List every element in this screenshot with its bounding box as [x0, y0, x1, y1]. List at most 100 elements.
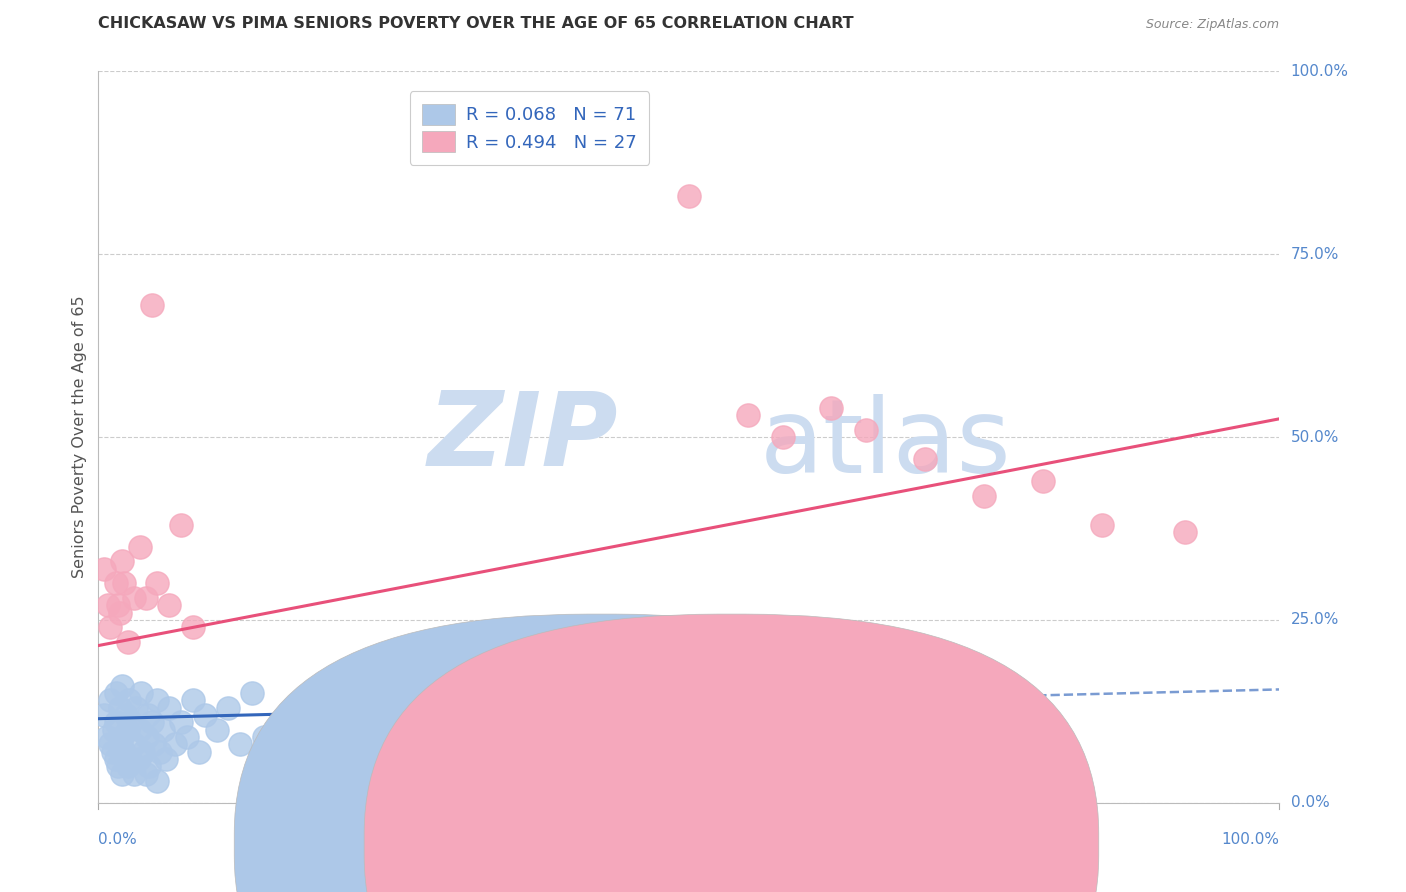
Point — [914, 452, 936, 467]
Text: 100.0%: 100.0% — [1291, 64, 1348, 78]
Text: CHICKASAW VS PIMA SENIORS POVERTY OVER THE AGE OF 65 CORRELATION CHART: CHICKASAW VS PIMA SENIORS POVERTY OVER T… — [98, 16, 853, 31]
Point — [347, 708, 370, 723]
Text: Pima: Pima — [748, 839, 786, 855]
Point — [772, 430, 794, 444]
Point — [914, 672, 936, 686]
Point — [129, 686, 152, 700]
Point — [135, 730, 157, 744]
FancyBboxPatch shape — [364, 614, 1098, 892]
Point — [176, 730, 198, 744]
Point — [157, 599, 180, 613]
Point — [678, 188, 700, 202]
Text: ZIP: ZIP — [427, 386, 619, 488]
Point — [132, 745, 155, 759]
Point — [155, 752, 177, 766]
Point — [217, 700, 239, 714]
Point — [371, 730, 394, 744]
Point — [157, 700, 180, 714]
Point — [103, 723, 125, 737]
Point — [135, 591, 157, 605]
Point — [146, 576, 169, 591]
Point — [97, 599, 120, 613]
Point — [187, 745, 209, 759]
Point — [105, 686, 128, 700]
Point — [142, 737, 165, 751]
Point — [112, 576, 135, 591]
Point — [1032, 474, 1054, 488]
Point — [98, 693, 121, 707]
Point — [122, 737, 145, 751]
Point — [125, 700, 148, 714]
Point — [299, 700, 322, 714]
Point — [105, 752, 128, 766]
Point — [141, 715, 163, 730]
Point — [111, 679, 134, 693]
Point — [678, 700, 700, 714]
Point — [146, 693, 169, 707]
Point — [152, 723, 174, 737]
Point — [149, 745, 172, 759]
Point — [128, 723, 150, 737]
Point — [264, 752, 287, 766]
Point — [229, 737, 252, 751]
Point — [146, 773, 169, 788]
Point — [165, 737, 187, 751]
Point — [253, 730, 276, 744]
Point — [112, 745, 135, 759]
Text: 25.0%: 25.0% — [1291, 613, 1339, 627]
Point — [111, 766, 134, 780]
Point — [121, 715, 143, 730]
Point — [1091, 517, 1114, 532]
Point — [394, 693, 416, 707]
Text: atlas: atlas — [759, 394, 1011, 495]
Point — [1174, 525, 1197, 540]
Point — [108, 606, 131, 620]
Text: 0.0%: 0.0% — [1291, 796, 1329, 810]
Text: Chickasaw: Chickasaw — [619, 839, 699, 855]
Point — [536, 708, 558, 723]
Point — [111, 554, 134, 568]
Point — [128, 540, 150, 554]
Point — [441, 700, 464, 714]
Point — [105, 576, 128, 591]
Point — [117, 759, 139, 773]
Point — [181, 620, 204, 634]
Point — [98, 620, 121, 634]
Point — [170, 715, 193, 730]
Point — [619, 693, 641, 707]
Point — [205, 723, 228, 737]
Point — [276, 715, 298, 730]
Point — [122, 766, 145, 780]
Point — [105, 715, 128, 730]
FancyBboxPatch shape — [235, 614, 969, 892]
Point — [181, 693, 204, 707]
Text: 100.0%: 100.0% — [1222, 832, 1279, 847]
Point — [120, 752, 142, 766]
Point — [110, 737, 132, 751]
Point — [111, 730, 134, 744]
Point — [737, 693, 759, 707]
Point — [560, 679, 582, 693]
Point — [138, 759, 160, 773]
Point — [141, 298, 163, 312]
Point — [418, 715, 440, 730]
Y-axis label: Seniors Poverty Over the Age of 65: Seniors Poverty Over the Age of 65 — [72, 296, 87, 578]
Point — [107, 599, 129, 613]
Text: 0.0%: 0.0% — [98, 832, 138, 847]
Point — [98, 737, 121, 751]
Text: 50.0%: 50.0% — [1291, 430, 1339, 444]
Point — [820, 401, 842, 415]
Point — [194, 708, 217, 723]
Point — [323, 723, 346, 737]
Point — [973, 489, 995, 503]
Point — [737, 408, 759, 422]
Legend: R = 0.068   N = 71, R = 0.494   N = 27: R = 0.068 N = 71, R = 0.494 N = 27 — [409, 91, 650, 165]
Point — [93, 562, 115, 576]
Point — [93, 708, 115, 723]
Point — [128, 752, 150, 766]
Point — [136, 708, 159, 723]
Point — [122, 591, 145, 605]
Point — [501, 686, 523, 700]
Point — [117, 635, 139, 649]
Point — [101, 745, 124, 759]
